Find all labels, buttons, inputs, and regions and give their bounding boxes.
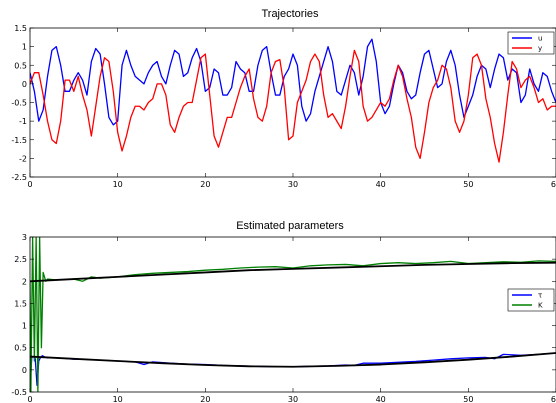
plot-area <box>30 28 556 177</box>
x-tick-label: 50 <box>463 180 473 189</box>
y-axis: -2.5 -2 -1.5 -1 -0.5 0 0.5 1 1.5 <box>11 24 556 182</box>
x-axis: 0 10 20 30 40 50 60 <box>27 28 556 189</box>
legend-label-y: y <box>538 45 542 53</box>
x-tick-label: 30 <box>288 180 298 189</box>
x-tick-label: 0 <box>27 180 32 189</box>
trajectories-chart: Trajectories 0102030405060 -2.5-2-1.5-1-… <box>11 8 556 189</box>
plot-content <box>30 38 556 163</box>
fitted-curve <box>30 261 556 283</box>
x-tick-label: 20 <box>200 395 210 403</box>
y-tick-label: -1.5 <box>11 136 27 145</box>
y-tick-label: 3 <box>22 233 27 242</box>
y-tick-label: -0.5 <box>11 388 27 397</box>
legend-label-tau: τ <box>538 292 542 300</box>
estimated-parameters-chart: Estimated parameters 0102030405060 -0.50… <box>11 220 556 403</box>
chart-title: Estimated parameters <box>236 220 344 232</box>
y-tick-label: 1 <box>22 322 27 331</box>
x-tick-label: 10 <box>113 395 123 403</box>
x-tick-label: 10 <box>113 180 123 189</box>
x-tick-label: 0 <box>27 395 32 403</box>
x-tick-label: 60 <box>551 180 556 189</box>
y-tick-label: -2 <box>19 154 27 163</box>
x-tick-label: 60 <box>551 395 556 403</box>
y-tick-label: -0.5 <box>11 99 27 108</box>
series-line-u <box>30 38 556 126</box>
legend: u y <box>507 31 555 55</box>
x-tick-label: 40 <box>376 395 386 403</box>
fitted-curve <box>30 352 556 368</box>
legend: τ K <box>507 288 555 312</box>
x-tick-label: 20 <box>200 180 210 189</box>
plot-content <box>30 237 556 392</box>
x-axis: 0 10 20 30 40 50 60 <box>27 237 556 403</box>
y-tick-label: -1 <box>19 117 27 126</box>
y-tick-label: 1.5 <box>14 24 27 33</box>
legend-box <box>507 288 555 312</box>
y-tick-label: 2 <box>22 277 27 286</box>
series-line-K <box>30 237 556 392</box>
legend-box <box>507 31 555 55</box>
y-tick-label: 2.5 <box>14 255 27 264</box>
y-tick-label: 1 <box>22 43 27 52</box>
y-tick-label: 0.5 <box>14 61 27 70</box>
x-tick-label: 30 <box>288 395 298 403</box>
y-axis: -0.5 0 0.5 1 1.5 2 2.5 3 <box>11 233 556 397</box>
x-tick-label: 50 <box>463 395 473 403</box>
series-line-y <box>30 49 556 163</box>
legend-label-u: u <box>538 35 542 43</box>
y-tick-label: 0.5 <box>14 344 27 353</box>
y-tick-label: 0 <box>22 80 27 89</box>
y-tick-label: 0 <box>22 366 27 375</box>
chart-title: Trajectories <box>261 8 319 20</box>
x-tick-label: 40 <box>376 180 386 189</box>
y-tick-label: 1.5 <box>14 299 27 308</box>
legend-label-k: K <box>538 302 543 310</box>
y-tick-label: -2.5 <box>11 173 27 182</box>
plot-area <box>30 237 556 392</box>
